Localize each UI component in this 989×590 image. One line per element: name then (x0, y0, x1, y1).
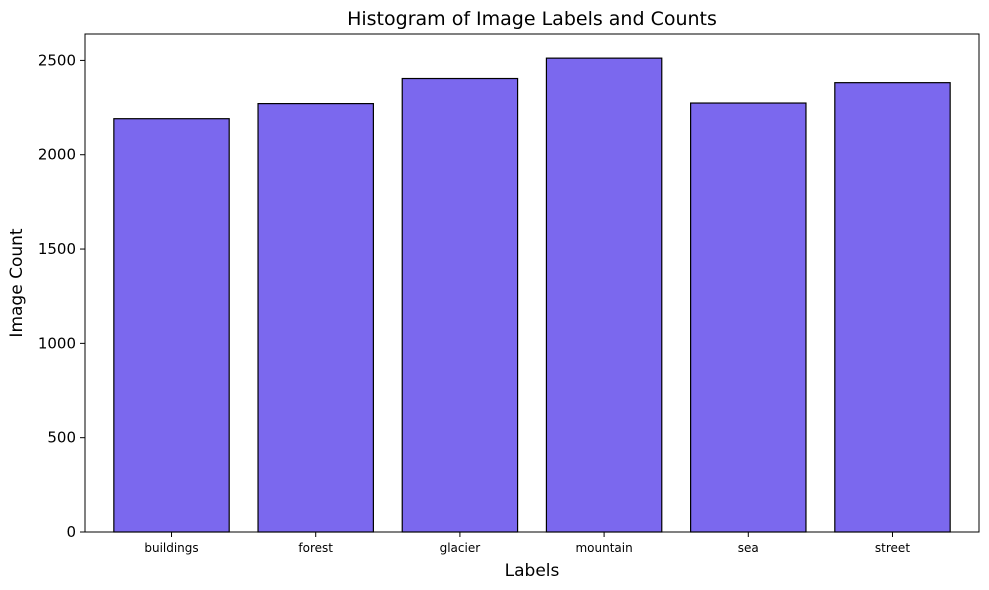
y-axis-label: Image Count (7, 228, 27, 337)
bar-sea (690, 102, 807, 533)
x-tick-label: glacier (440, 541, 481, 555)
plot-frame (84, 33, 980, 533)
y-tick-label: 1000 (38, 334, 76, 352)
x-axis: buildings forest glacier mountain sea street (144, 532, 910, 555)
bar-mountain (545, 57, 663, 533)
bar-forest (257, 103, 374, 533)
x-tick-label: mountain (575, 541, 632, 555)
x-axis-label: Labels (505, 561, 560, 581)
x-tick-label: sea (738, 541, 759, 555)
y-tick-label: 500 (47, 429, 76, 447)
bars-group (113, 57, 951, 533)
y-tick-label: 2500 (38, 51, 76, 69)
bar-buildings (113, 118, 230, 533)
bar-glacier (401, 77, 519, 533)
y-axis: 0 500 1000 1500 2000 2500 (38, 51, 85, 541)
chart-title: Histogram of Image Labels and Counts (347, 8, 717, 30)
bar-street (834, 82, 951, 533)
x-tick-label: buildings (144, 541, 198, 555)
y-tick-label: 1500 (38, 240, 76, 258)
x-tick-label: forest (298, 541, 333, 555)
y-tick-label: 0 (66, 523, 76, 541)
x-tick-label: street (875, 541, 910, 555)
y-tick-label: 2000 (38, 146, 76, 164)
